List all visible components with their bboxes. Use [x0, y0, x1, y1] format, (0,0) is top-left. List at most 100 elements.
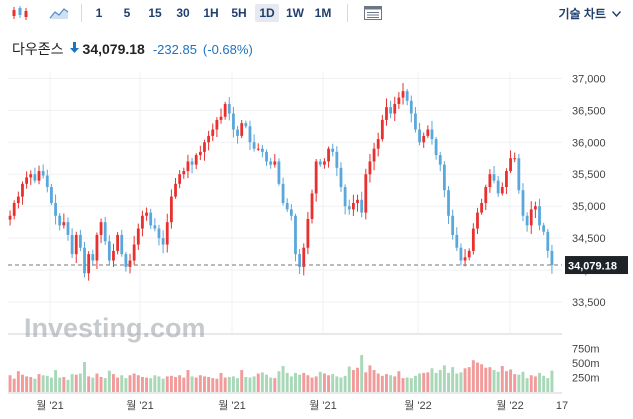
x-tick-label: 월 '21 [309, 399, 337, 412]
volume-bar [215, 378, 219, 392]
candle-body [351, 203, 355, 210]
last-price-label: 34,079.18 [568, 261, 617, 273]
timeframe-1[interactable]: 1 [95, 6, 103, 20]
candle-body [364, 174, 368, 213]
candle-body [198, 151, 202, 156]
volume-bar [198, 375, 202, 392]
candle-body [376, 139, 380, 149]
volume-bar [91, 377, 95, 392]
candle-body [509, 158, 512, 172]
table-icon[interactable] [362, 4, 384, 22]
candle-body [488, 174, 492, 188]
timeframe-1w[interactable]: 1W [286, 6, 304, 20]
candlestick-icon[interactable] [9, 4, 31, 22]
volume-bar [103, 378, 107, 392]
volume-bar [99, 376, 103, 392]
volume-bar [289, 376, 293, 392]
volume-bar [281, 366, 285, 392]
timeframe-5h[interactable]: 5H [231, 6, 247, 20]
candle-body [323, 161, 326, 165]
volume-bar [372, 370, 376, 392]
toolbar: 1 5 15 30 1H 5H 1D 1W 1M 기술 차트 [0, 0, 633, 26]
candle-body [294, 215, 297, 255]
candle-body [484, 187, 488, 203]
volume-bar [136, 375, 140, 392]
candle-body [405, 91, 409, 101]
candle-body [50, 187, 53, 203]
candle-body [393, 103, 397, 114]
candle-body [327, 148, 330, 162]
candle-body [265, 151, 268, 162]
volume-tick-label: 500m [572, 358, 600, 370]
volume-bar [438, 370, 442, 392]
volume-bar [236, 378, 240, 392]
volume-bar [207, 376, 211, 392]
candle-body [318, 161, 322, 165]
timeframe-30[interactable]: 30 [176, 6, 190, 20]
volume-bar [145, 377, 149, 392]
candle-body [385, 107, 388, 120]
volume-bar [476, 362, 479, 392]
y-tick-label: 33,500 [572, 297, 606, 309]
candle-body [37, 171, 41, 181]
volume-bar [78, 373, 82, 392]
candle-body [244, 123, 248, 127]
candle-body [153, 225, 157, 229]
down-arrow-icon [69, 42, 79, 56]
candle-body [422, 135, 426, 143]
candle-body [331, 148, 335, 152]
volume-bar [182, 377, 186, 392]
volume-bar [116, 377, 120, 392]
volume-bar [525, 378, 529, 392]
candle-body [8, 215, 12, 220]
volume-bar [231, 376, 235, 392]
price-change-percent: (-0.68%) [202, 41, 253, 57]
area-chart-icon[interactable] [48, 4, 70, 22]
candle-body [538, 206, 541, 226]
candle-body [335, 151, 339, 168]
price-change: -232.85 [152, 41, 197, 57]
candle-body [194, 155, 198, 165]
volume-bar [339, 377, 343, 392]
last-price-box [565, 256, 628, 275]
candle-body [219, 116, 223, 120]
volume-bar [529, 375, 533, 392]
volume-bar [496, 371, 500, 392]
candle-body [107, 241, 111, 261]
volume-bar [165, 376, 169, 392]
candle-body [285, 203, 289, 210]
y-tick-label: 36,000 [572, 137, 606, 149]
volume-bar [380, 375, 384, 392]
candle-body [496, 180, 500, 194]
volume-bar [107, 370, 111, 392]
timeframe-1h[interactable]: 1H [203, 6, 219, 20]
candle-body [45, 175, 49, 188]
candle-body [174, 183, 177, 197]
volume-bar [194, 377, 198, 392]
candle-body [521, 190, 525, 216]
candle-body [533, 206, 537, 210]
candle-body [459, 247, 463, 261]
technical-chart-button[interactable]: 기술 차트 [559, 4, 622, 22]
candle-body [223, 103, 227, 117]
timeframe-1m[interactable]: 1M [314, 6, 332, 20]
volume-bar [260, 372, 264, 392]
volume-bar [480, 364, 484, 392]
volume-bar [302, 372, 306, 392]
candle-body [546, 231, 550, 251]
volume-bar [418, 373, 422, 392]
candle-body [120, 234, 124, 255]
candle-body [289, 209, 293, 216]
candle-body [128, 260, 132, 267]
volume-bar [442, 365, 446, 392]
timeframe-15[interactable]: 15 [148, 6, 162, 20]
price-chart[interactable]: Investing.com 37,000 36,500 36,000 35,500 35… [0, 70, 633, 419]
candle-body [513, 158, 517, 160]
volume-bar [500, 366, 504, 392]
volume-bar [409, 378, 413, 392]
volume-bar [37, 374, 41, 392]
volume-bar [455, 373, 459, 392]
volume-bar [256, 373, 260, 392]
timeframe-1d[interactable]: 1D [255, 4, 279, 22]
timeframe-5[interactable]: 5 [123, 6, 131, 20]
